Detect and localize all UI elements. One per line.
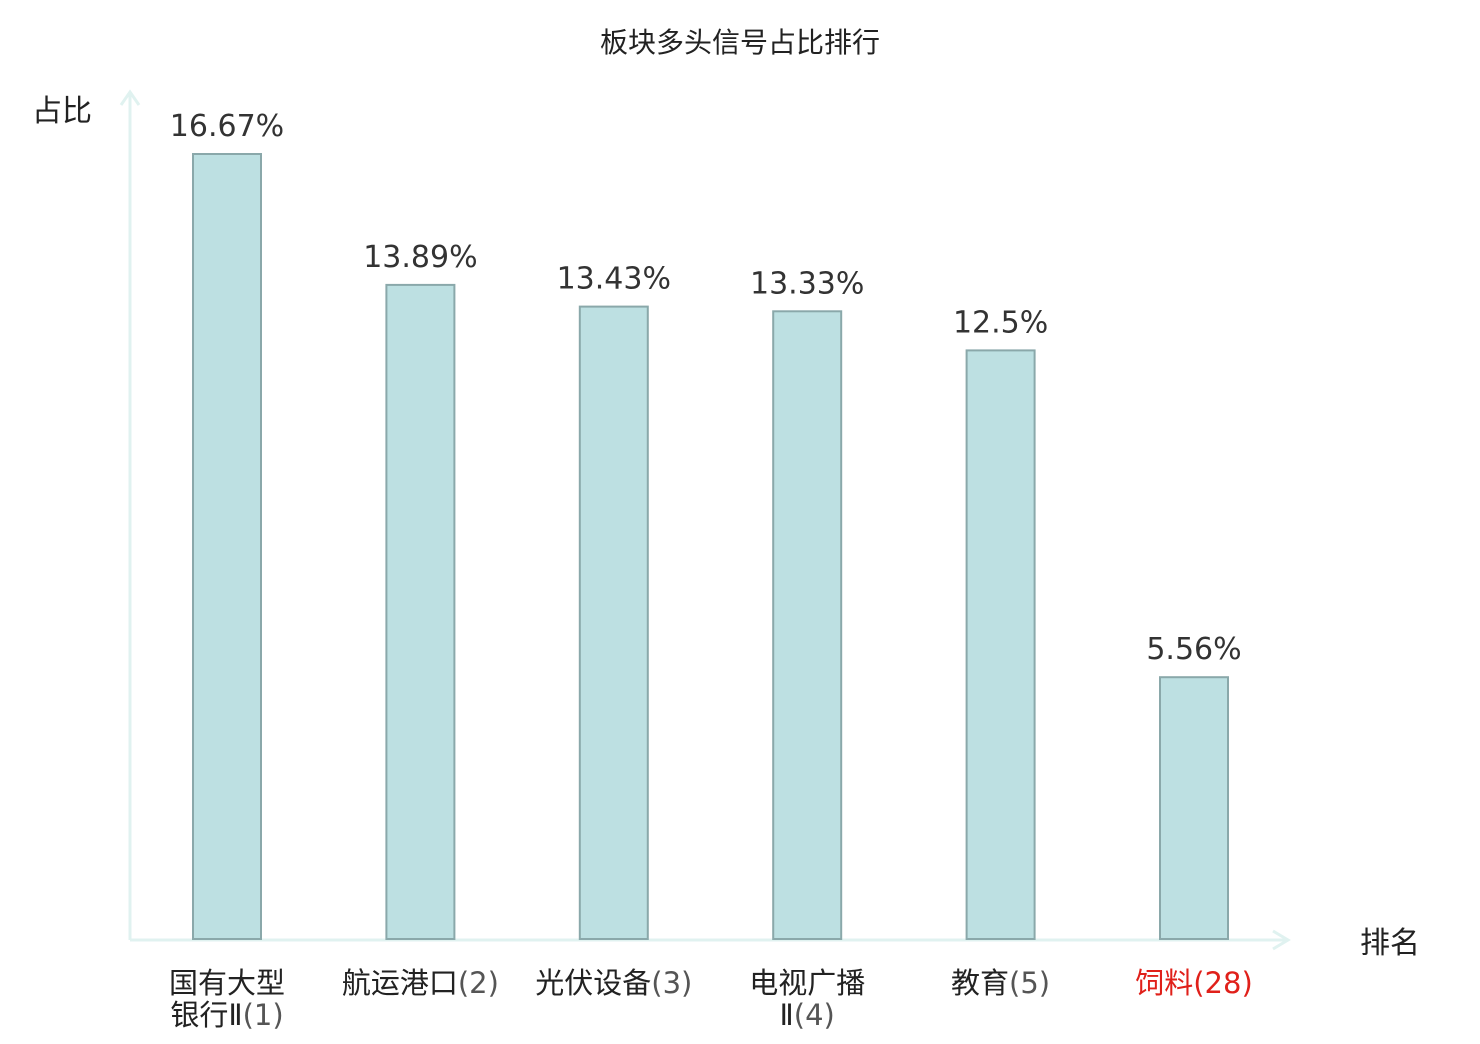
category-rank: (3) [651,966,692,1000]
x-axis-arrow [1272,929,1291,951]
category-rank: (5) [1009,966,1050,1000]
category-name: 教育 [951,966,1009,1000]
category-rank: (2) [458,966,499,1000]
category-name: 饲料 [1135,966,1193,1000]
bar-value-label: 16.67% [170,109,284,144]
bar-value-label: 13.89% [363,240,477,275]
value-labels-group: 16.67% 13.89% 13.43% 13.33% 12.5% 5.56% [170,109,1242,667]
bar [1159,676,1229,940]
chart-title: 板块多头信号占比排行 [600,26,880,59]
y-axis-arrow [119,89,141,106]
category-rank: (4) [794,998,835,1032]
category-name: Ⅱ [780,998,794,1032]
category-rank: (28) [1193,966,1253,1000]
category-name: 电视广播 [749,966,865,1000]
bar [578,305,649,941]
category-name: 航运港口 [342,966,458,1000]
category-tick-label: 饲料(28) [1135,966,1253,1000]
category-tick-label: 光伏设备(3) [535,966,692,1000]
bar [772,310,843,940]
category-tick-label: 航运港口(2) [342,966,499,1000]
bar-value-label: 13.33% [750,266,864,301]
bar [192,153,262,940]
bar [965,349,1036,940]
category-name: 银行Ⅱ [170,998,242,1032]
category-tick-label: 教育(5) [951,966,1050,1000]
bars-group [192,153,1229,941]
bar-value-label: 12.5% [953,305,1048,340]
category-tick-label: 银行Ⅱ(1) [170,998,283,1032]
category-tick-label: Ⅱ(4) [780,998,835,1032]
category-rank: (1) [243,998,284,1032]
category-name: 国有大型 [169,966,285,1000]
y-axis-label: 占比 [32,94,92,129]
category-tick-label: 国有大型 [169,966,285,1000]
bar-value-label: 5.56% [1146,632,1241,667]
axes [119,89,1291,951]
category-tick-label: 电视广播 [749,966,865,1000]
x-axis-label: 排名 [1360,926,1420,961]
bar [385,283,456,940]
category-name: 光伏设备 [535,966,651,1000]
bar-value-label: 13.43% [557,262,671,297]
